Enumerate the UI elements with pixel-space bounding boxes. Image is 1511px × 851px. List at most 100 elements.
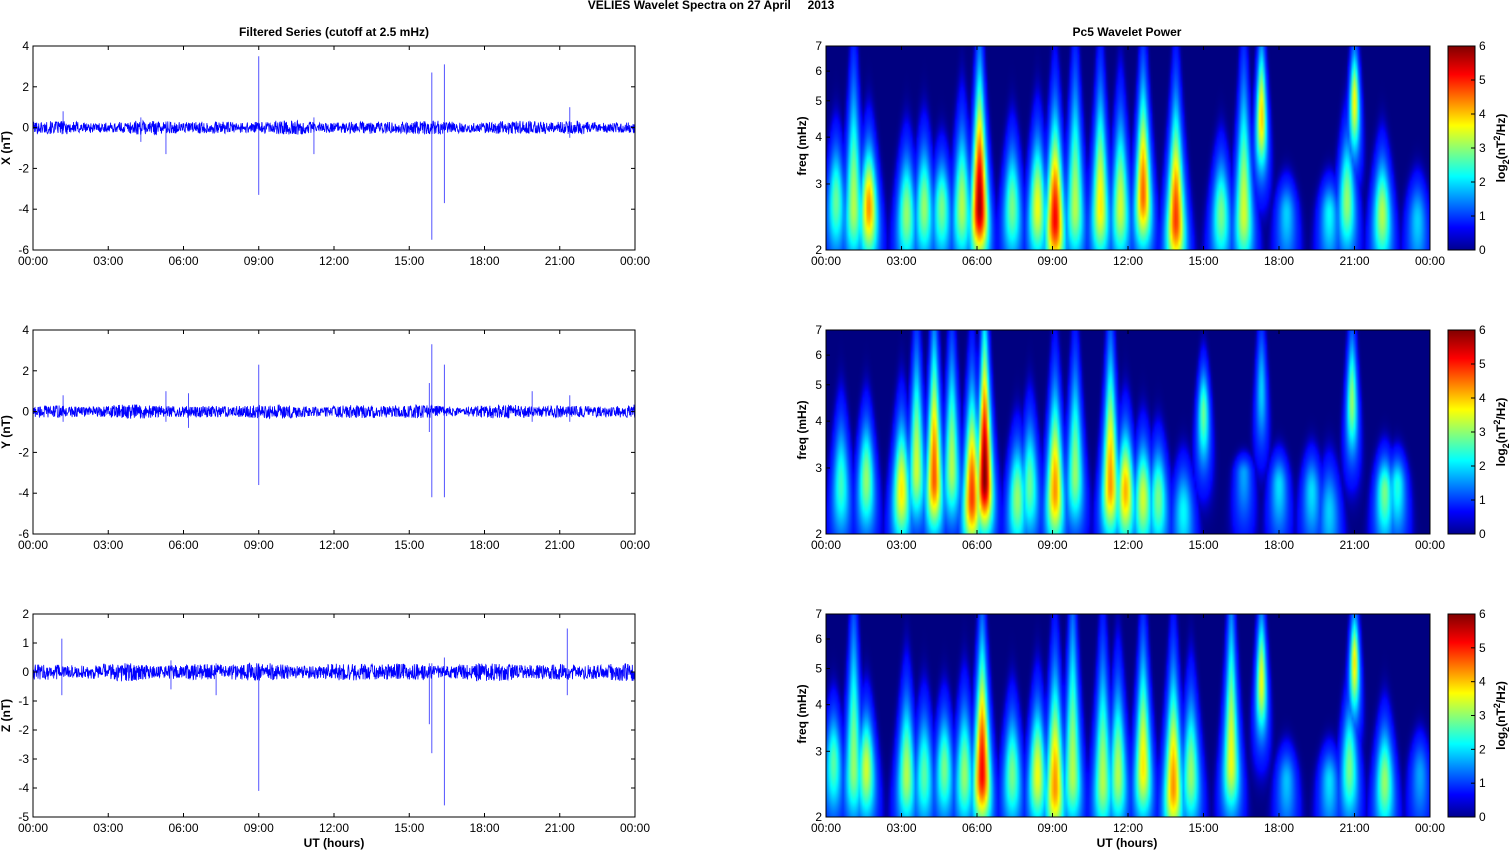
y-tick-label: -2 (18, 723, 29, 737)
colorbar-tick-label: 2 (1479, 459, 1486, 473)
x-tick-label: 18:00 (469, 821, 499, 835)
y-tick-label: 2 (22, 364, 29, 378)
x-tick-label: 06:00 (962, 538, 992, 552)
y-axis-label: freq (mHz) (795, 684, 809, 743)
x-tick-label: 15:00 (394, 538, 424, 552)
x-tick-label: 00:00 (1415, 254, 1445, 268)
colorbar-tick-label: 6 (1479, 323, 1486, 337)
y-tick-label: 7 (815, 323, 822, 337)
colorbar-label-part: 2 (1501, 727, 1511, 732)
x-tick-label: 15:00 (394, 254, 424, 268)
colorbar-tick-label: 6 (1479, 607, 1486, 621)
plot-area (33, 330, 635, 534)
colorbar-label-part: 2 (1492, 420, 1502, 425)
wavelet-power-image (826, 614, 1430, 817)
x-tick-label: 00:00 (18, 821, 48, 835)
colorbar-label-part: 2 (1501, 159, 1511, 164)
y-tick-label: 0 (22, 405, 29, 419)
colorbar-tick-label: 3 (1479, 141, 1486, 155)
x-tick-label: 18:00 (469, 538, 499, 552)
x-tick-label: 12:00 (319, 821, 349, 835)
colorbar-label-part: (nT (1494, 424, 1508, 443)
x-tick-label: 15:00 (1188, 538, 1218, 552)
y-axis-label: freq (mHz) (795, 116, 809, 175)
colorbar-label-part: (nT (1494, 708, 1508, 727)
x-tick-label: 12:00 (1113, 821, 1143, 835)
y-tick-label: -4 (18, 202, 29, 216)
x-tick-label: 18:00 (1264, 538, 1294, 552)
y-tick-label: 5 (815, 378, 822, 392)
colorbar-label-part: log (1494, 448, 1508, 466)
series-trace (32, 119, 636, 136)
colorbar-label-part: /Hz) (1494, 681, 1508, 703)
y-tick-label: 4 (815, 414, 822, 428)
x-tick-label: 06:00 (962, 254, 992, 268)
y-axis-label: Y (nT) (0, 415, 13, 449)
x-tick-label: 03:00 (93, 254, 123, 268)
right-column-title: Pc5 Wavelet Power (1073, 25, 1182, 39)
colorbar-label: log2(nT2/Hz) (1492, 114, 1511, 183)
x-tick-label: 00:00 (811, 821, 841, 835)
x-tick-label: 06:00 (168, 254, 198, 268)
y-tick-label: 3 (815, 461, 822, 475)
colorbar-label-part: 2 (1492, 703, 1502, 708)
y-tick-label: 2 (22, 607, 29, 621)
x-tick-label: 06:00 (168, 538, 198, 552)
y-axis-label: Z (nT) (0, 699, 13, 732)
x-tick-label: 15:00 (1188, 254, 1218, 268)
x-tick-label: 09:00 (244, 538, 274, 552)
colorbar-label-part: (nT (1494, 140, 1508, 159)
y-tick-label: -5 (18, 810, 29, 824)
x-tick-label: 09:00 (1037, 538, 1067, 552)
colorbar (1447, 329, 1476, 535)
colorbar-tick-label: 0 (1479, 810, 1486, 824)
x-tick-label: 00:00 (1415, 821, 1445, 835)
colorbar-tick-label: 1 (1479, 493, 1486, 507)
y-tick-label: 2 (815, 810, 822, 824)
x-tick-label: 15:00 (1188, 821, 1218, 835)
x-tick-label: 21:00 (545, 821, 575, 835)
x-tick-label: 12:00 (319, 538, 349, 552)
y-tick-label: -6 (18, 243, 29, 257)
x-tick-label: 00:00 (18, 538, 48, 552)
wavelet-panel-y: 2 3 4 5 6 7 00:00 03:00 06:00 09:00 12:00 15:00 18:0… (795, 323, 1511, 552)
x-tick-label: 00:00 (1415, 538, 1445, 552)
x-tick-label: 03:00 (93, 538, 123, 552)
y-tick-label: 0 (22, 665, 29, 679)
y-tick-label: 6 (815, 64, 822, 78)
series-trace (32, 662, 636, 682)
y-tick-label: 1 (22, 636, 29, 650)
x-tick-label: 00:00 (620, 538, 650, 552)
x-tick-label: 21:00 (1339, 821, 1369, 835)
x-tick-label: 09:00 (244, 821, 274, 835)
series-trace (32, 404, 636, 420)
colorbar-tick-label: 5 (1479, 357, 1486, 371)
colorbar-label: log2(nT2/Hz) (1492, 681, 1511, 750)
colorbar-tick-label: 5 (1479, 73, 1486, 87)
y-tick-label: 7 (815, 39, 822, 53)
colorbar-tick-label: 3 (1479, 425, 1486, 439)
wavelet-panel-z: 2 3 4 5 6 7 00:00 03:00 06:00 09:00 12:00 15:00 18:0… (795, 607, 1511, 835)
x-tick-label: 00:00 (811, 538, 841, 552)
figure-suptitle: VELIES Wavelet Spectra on 27 April 2013 (588, 0, 835, 12)
colorbar-tick-label: 2 (1479, 742, 1486, 756)
x-tick-label: 18:00 (469, 254, 499, 268)
x-tick-label: 03:00 (93, 821, 123, 835)
left-xlabel: UT (hours) (304, 836, 365, 850)
y-tick-label: -3 (18, 752, 29, 766)
y-tick-label: 4 (815, 698, 822, 712)
colorbar-tick-label: 0 (1479, 243, 1486, 257)
colorbar-tick-label: 0 (1479, 527, 1486, 541)
series-panel-x: -6 -4 -2 0 2 4 00:00 03:00 06:00 09:00 12:00 15:00 1… (0, 39, 650, 268)
colorbar-label-part: log (1494, 732, 1508, 750)
y-axis-label: X (nT) (0, 131, 13, 165)
y-tick-label: 0 (22, 121, 29, 135)
colorbar (1447, 45, 1476, 251)
y-tick-label: 2 (22, 80, 29, 94)
x-tick-label: 12:00 (319, 254, 349, 268)
y-tick-label: 3 (815, 177, 822, 191)
x-tick-label: 00:00 (620, 821, 650, 835)
y-tick-label: 4 (815, 130, 822, 144)
colorbar-tick-label: 2 (1479, 175, 1486, 189)
y-tick-label: -2 (18, 161, 29, 175)
